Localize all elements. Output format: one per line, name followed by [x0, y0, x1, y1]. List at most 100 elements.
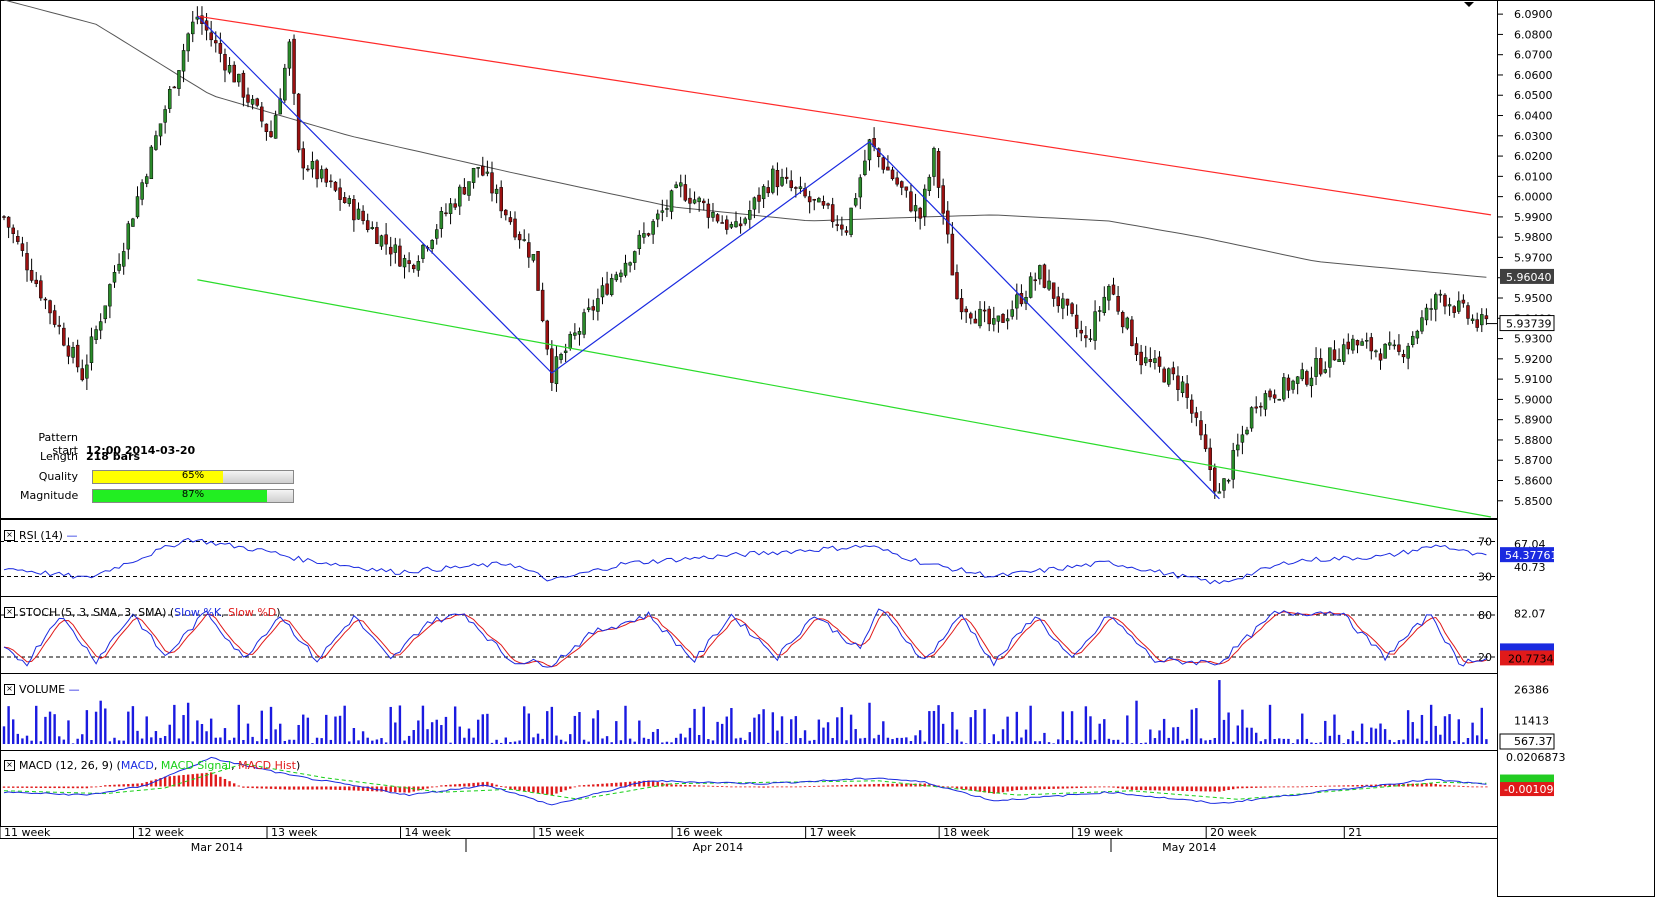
- macd-hist-bar: [205, 772, 208, 787]
- macd-hist-bar: [490, 783, 494, 787]
- bull-candle: [996, 315, 1001, 322]
- volume-bar: [325, 714, 328, 744]
- volume-bar: [117, 740, 121, 744]
- quality-bar: 65%: [92, 470, 294, 484]
- bear-candle: [1332, 349, 1337, 361]
- macd-hist-bar: [1462, 786, 1465, 787]
- macd-hist-bar: [325, 786, 328, 790]
- bull-candle: [863, 160, 867, 175]
- macd-hist-bar: [877, 783, 880, 787]
- macd-hist-bar: [302, 786, 305, 790]
- macd-hist-bar: [389, 786, 392, 792]
- bear-candle: [255, 98, 259, 106]
- volume-bar: [734, 738, 738, 744]
- bull-candle: [227, 65, 232, 73]
- macd-hist-bar: [923, 783, 926, 787]
- volume-close-icon[interactable]: ×: [4, 684, 15, 695]
- macd-hist-bar: [398, 786, 402, 793]
- macd-hist-bar: [1443, 784, 1447, 787]
- macd-hist-bar: [895, 783, 899, 787]
- bull-candle: [568, 333, 573, 349]
- bear-candle: [301, 148, 305, 169]
- bear-candle: [1208, 447, 1212, 470]
- volume-bar: [274, 729, 277, 744]
- volume-bar: [822, 727, 825, 744]
- channel-upper-line: [197, 15, 1492, 216]
- macd-hist-bar: [108, 784, 112, 787]
- macd-legend-signal: MACD Signal: [160, 759, 232, 772]
- macd-hist-bar: [1457, 785, 1460, 787]
- macd-hist-bar: [1043, 786, 1046, 790]
- macd-hist-bar: [997, 786, 1000, 794]
- stoch-close-icon[interactable]: ×: [4, 607, 15, 618]
- macd-hist-bar: [495, 784, 498, 787]
- bear-candle: [264, 123, 269, 133]
- volume-bar: [1443, 716, 1447, 744]
- macd-hist-bar: [762, 786, 765, 788]
- volume-bar: [495, 739, 498, 744]
- macd-hist-bar: [932, 784, 936, 787]
- volume-bar: [1195, 708, 1198, 744]
- macd-hist-bar: [937, 785, 940, 787]
- volume-bar: [219, 737, 222, 744]
- macd-hist-bar: [2, 786, 6, 788]
- bear-candle: [1120, 312, 1125, 328]
- macd-hist-bar: [1112, 786, 1115, 788]
- macd-hist-bar: [1181, 786, 1184, 791]
- bear-candle: [1176, 375, 1180, 390]
- volume-bar: [1301, 713, 1304, 744]
- bull-candle: [573, 332, 577, 336]
- volume-bar: [1020, 737, 1023, 744]
- bull-candle: [1309, 377, 1314, 387]
- macd-hist-bar: [872, 784, 876, 787]
- bear-candle: [324, 168, 329, 183]
- bull-candle: [1387, 342, 1392, 346]
- volume-value-box: [1499, 733, 1555, 750]
- bear-candle: [490, 172, 494, 194]
- volume-bar: [430, 722, 434, 744]
- bear-candle: [2, 216, 6, 218]
- bear-candle: [172, 86, 177, 89]
- volume-bar: [808, 740, 811, 744]
- macd-hist-bar: [90, 786, 93, 788]
- macd-hist-bar: [1061, 786, 1065, 789]
- macd-hist-bar: [799, 786, 802, 788]
- volume-bar: [1218, 680, 1221, 744]
- macd-hist-bar: [868, 784, 871, 787]
- channel-lower-line: [197, 279, 1492, 518]
- bull-candle: [1429, 308, 1433, 310]
- scroll-marker-icon: [1464, 2, 1474, 7]
- rsi-close-icon[interactable]: ×: [4, 530, 15, 541]
- volume-bar: [573, 715, 577, 744]
- bull-candle: [660, 210, 665, 213]
- bear-candle: [1466, 305, 1470, 319]
- macd-hist-bar: [1241, 786, 1244, 789]
- bear-candle: [508, 217, 513, 223]
- volume-bar: [831, 738, 834, 744]
- volume-bar: [490, 742, 494, 744]
- bear-candle: [973, 318, 978, 324]
- volume-bar: [200, 723, 204, 744]
- macd-hist-bar: [209, 772, 213, 787]
- bull-candle: [651, 221, 655, 235]
- bull-candle: [154, 135, 158, 150]
- volume-bar: [628, 738, 632, 744]
- volume-bar: [601, 738, 604, 744]
- volume-bar: [380, 738, 383, 744]
- macd-hist-bar: [67, 786, 70, 789]
- bear-candle: [886, 166, 890, 171]
- bull-candle: [577, 331, 582, 335]
- bull-candle: [1010, 309, 1014, 317]
- volume-bar: [113, 737, 116, 744]
- macd-hist-bar: [449, 784, 452, 787]
- volume-scale-label: 11413: [1514, 714, 1549, 727]
- macd-hist-bar: [1208, 786, 1212, 792]
- bear-candle: [80, 368, 85, 381]
- macd-hist-bar: [909, 783, 913, 787]
- macd-hist-bar: [311, 786, 314, 790]
- bear-candle: [899, 181, 904, 188]
- macd-hist-bar: [1383, 784, 1387, 787]
- volume-bar: [1052, 743, 1055, 744]
- macd-close-icon[interactable]: ×: [4, 760, 15, 771]
- macd-hist-bar: [1139, 786, 1143, 791]
